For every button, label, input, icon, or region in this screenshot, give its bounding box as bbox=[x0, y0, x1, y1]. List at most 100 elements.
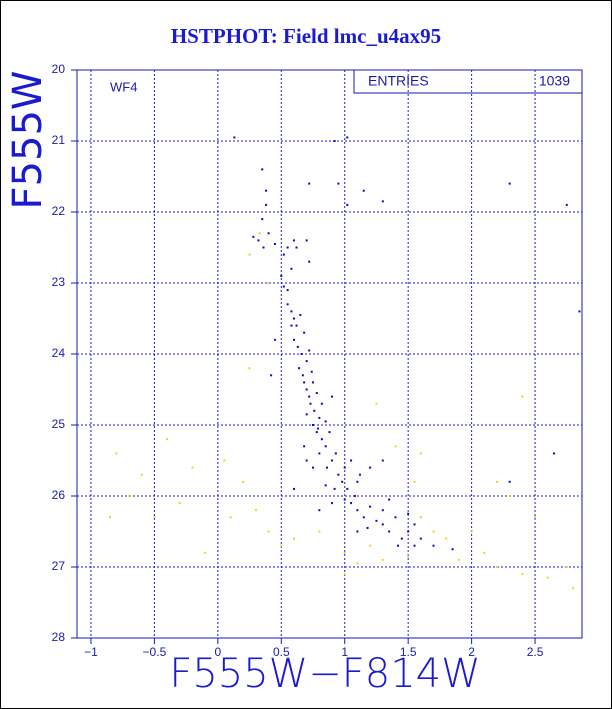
point bbox=[331, 459, 334, 462]
point bbox=[310, 370, 313, 373]
point bbox=[128, 495, 131, 497]
point bbox=[381, 509, 384, 512]
point bbox=[578, 310, 581, 313]
point bbox=[267, 282, 270, 284]
point bbox=[318, 509, 321, 512]
point bbox=[445, 537, 448, 540]
annotation: WF4 bbox=[110, 79, 137, 94]
point bbox=[324, 484, 327, 487]
point bbox=[312, 424, 315, 426]
point bbox=[362, 516, 365, 519]
point bbox=[325, 466, 328, 469]
point bbox=[369, 544, 372, 547]
x-tick-label: −1 bbox=[84, 645, 98, 659]
point bbox=[290, 267, 293, 270]
point bbox=[262, 246, 265, 249]
point bbox=[470, 530, 473, 533]
y-tick-label: 27 bbox=[52, 559, 66, 573]
point bbox=[286, 303, 289, 306]
point bbox=[333, 487, 336, 490]
point bbox=[261, 218, 264, 221]
point bbox=[303, 381, 306, 384]
point bbox=[305, 413, 308, 416]
point bbox=[282, 285, 285, 288]
point bbox=[495, 566, 498, 568]
point bbox=[343, 498, 346, 501]
x-tick-label: 2.5 bbox=[527, 645, 544, 659]
point bbox=[457, 558, 460, 561]
point bbox=[353, 495, 356, 497]
point bbox=[381, 200, 384, 203]
point bbox=[358, 473, 361, 476]
chart-title: HSTPHOT: Field lmc_u4ax95 bbox=[171, 24, 441, 48]
point bbox=[233, 136, 236, 139]
point bbox=[337, 473, 340, 476]
point bbox=[350, 459, 353, 462]
point bbox=[318, 416, 321, 419]
x-axis-label: F555W−F814W bbox=[169, 651, 480, 697]
point bbox=[508, 480, 511, 483]
point bbox=[318, 452, 321, 455]
point bbox=[324, 445, 327, 448]
point bbox=[521, 395, 524, 398]
point bbox=[565, 566, 568, 568]
point bbox=[312, 466, 315, 469]
point bbox=[419, 516, 422, 519]
point bbox=[369, 466, 372, 469]
y-tick-label: 28 bbox=[52, 630, 66, 644]
point bbox=[273, 338, 276, 341]
point bbox=[280, 274, 283, 277]
point bbox=[115, 452, 118, 455]
point bbox=[223, 459, 226, 462]
point bbox=[301, 374, 304, 377]
point bbox=[295, 246, 298, 249]
point bbox=[108, 516, 111, 519]
y-tick-label: 21 bbox=[52, 133, 66, 147]
point bbox=[397, 544, 400, 547]
point bbox=[290, 310, 293, 313]
point bbox=[261, 168, 264, 171]
y-axis-label: F555W bbox=[5, 71, 51, 210]
point bbox=[333, 140, 336, 142]
point bbox=[495, 480, 498, 483]
point bbox=[229, 516, 232, 519]
point bbox=[324, 420, 327, 423]
point bbox=[375, 519, 378, 522]
point bbox=[346, 203, 349, 206]
point bbox=[305, 239, 308, 242]
point bbox=[292, 338, 295, 341]
point bbox=[296, 345, 299, 348]
point bbox=[343, 466, 346, 469]
point bbox=[286, 246, 289, 249]
point bbox=[366, 526, 369, 529]
y-tick-label: 22 bbox=[52, 204, 66, 218]
point bbox=[388, 498, 391, 501]
point bbox=[286, 289, 289, 292]
point bbox=[419, 452, 422, 455]
point bbox=[166, 438, 169, 441]
point bbox=[292, 537, 295, 540]
point bbox=[265, 203, 268, 206]
x-tick-label: −0.5 bbox=[143, 645, 167, 659]
x-tick-label: 2 bbox=[468, 645, 475, 659]
x-tick-label: 0.5 bbox=[273, 645, 290, 659]
point bbox=[312, 381, 315, 384]
point bbox=[534, 516, 537, 519]
point bbox=[356, 480, 359, 483]
point bbox=[242, 480, 245, 483]
point bbox=[400, 537, 403, 540]
point bbox=[553, 452, 556, 455]
point bbox=[305, 388, 308, 391]
y-tick-label: 25 bbox=[52, 417, 66, 431]
point bbox=[270, 374, 273, 377]
point bbox=[299, 313, 302, 316]
point bbox=[362, 189, 365, 192]
point bbox=[292, 487, 295, 490]
point bbox=[292, 239, 295, 242]
point bbox=[381, 558, 384, 561]
point bbox=[309, 402, 312, 405]
point bbox=[248, 253, 251, 256]
point bbox=[394, 516, 397, 519]
